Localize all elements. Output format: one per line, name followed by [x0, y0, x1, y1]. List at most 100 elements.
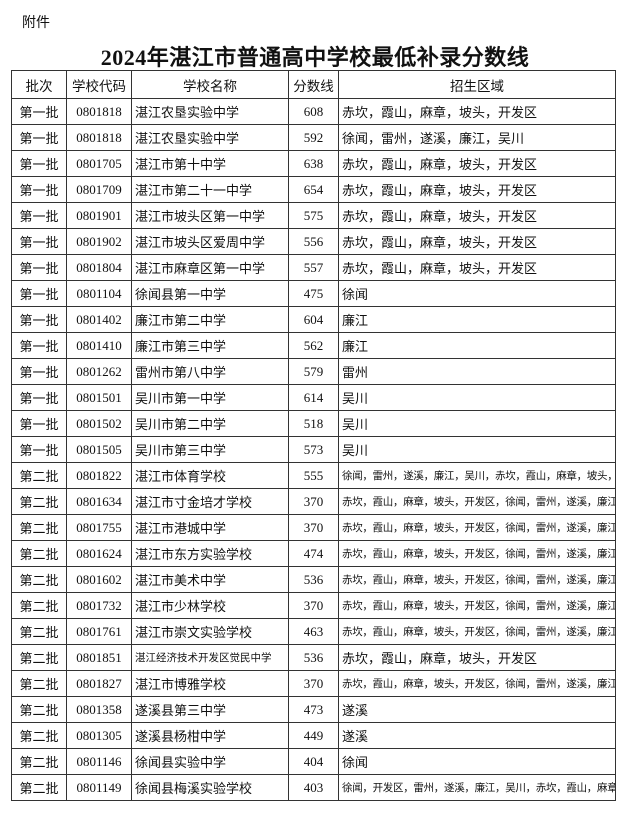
cell-area: 雷州: [338, 358, 616, 385]
cell-code: 0801822: [66, 462, 132, 489]
cell-code: 0801624: [66, 540, 132, 567]
cell-score: 579: [288, 358, 339, 385]
table-row: 第一批 0801104 徐闻县第一中学 475 徐闻: [11, 280, 616, 307]
cell-name: 湛江市第二十一中学: [131, 176, 289, 203]
cell-score: 556: [288, 228, 339, 255]
cell-batch: 第二批: [11, 644, 67, 671]
cell-name: 湛江市少林学校: [131, 592, 289, 619]
cell-code: 0801732: [66, 592, 132, 619]
table-row: 第二批 0801732 湛江市少林学校 370 赤坎，霞山，麻章，坡头，开发区，徐闻，雷…: [11, 592, 616, 619]
cell-area: 赤坎，霞山，麻章，坡头，开发区，徐闻，雷州，遂溪，廉江，吴川: [338, 514, 616, 541]
cell-batch: 第二批: [11, 774, 67, 801]
table-row: 第一批 0801818 湛江农垦实验中学 608 赤坎，霞山，麻章，坡头，开发区: [11, 98, 616, 125]
cell-batch: 第一批: [11, 150, 67, 177]
cell-score: 370: [288, 670, 339, 697]
cell-area: 廉江: [338, 306, 616, 333]
cell-name: 湛江市坡头区第一中学: [131, 202, 289, 229]
table-row: 第一批 0801902 湛江市坡头区爱周中学 556 赤坎，霞山，麻章，坡头，开发区: [11, 228, 616, 255]
cell-code: 0801602: [66, 566, 132, 593]
cell-code: 0801104: [66, 280, 132, 307]
cell-name: 湛江农垦实验中学: [131, 98, 289, 125]
cell-code: 0801262: [66, 358, 132, 385]
cell-name: 徐闻县实验中学: [131, 748, 289, 775]
cell-area: 徐闻: [338, 280, 616, 307]
cell-code: 0801901: [66, 202, 132, 229]
cell-score: 370: [288, 514, 339, 541]
cell-score: 573: [288, 436, 339, 463]
cell-score: 638: [288, 150, 339, 177]
cell-area: 吴川: [338, 436, 616, 463]
cell-code: 0801501: [66, 384, 132, 411]
score-table: 批次 学校代码 学校名称 分数线 招生区域 第一批 0801818 湛江农垦实验中学…: [11, 70, 616, 801]
cell-area: 赤坎，霞山，麻章，坡头，开发区: [338, 644, 616, 671]
table-row: 第一批 0801502 吴川市第二中学 518 吴川: [11, 410, 616, 437]
cell-code: 0801827: [66, 670, 132, 697]
cell-code: 0801755: [66, 514, 132, 541]
table-row: 第二批 0801634 湛江市寸金培才学校 370 赤坎，霞山，麻章，坡头，开发区，徐闻…: [11, 488, 616, 515]
table-row: 第一批 0801901 湛江市坡头区第一中学 575 赤坎，霞山，麻章，坡头，开发区: [11, 202, 616, 229]
table-row: 第二批 0801146 徐闻县实验中学 404 徐闻: [11, 748, 616, 775]
attachment-label: 附件: [22, 15, 50, 31]
cell-batch: 第一批: [11, 358, 67, 385]
table-row: 第一批 0801709 湛江市第二十一中学 654 赤坎，霞山，麻章，坡头，开发区: [11, 176, 616, 203]
cell-score: 614: [288, 384, 339, 411]
cell-name: 廉江市第二中学: [131, 306, 289, 333]
table-row: 第一批 0801818 湛江农垦实验中学 592 徐闻，雷州，遂溪，廉江，吴川: [11, 124, 616, 151]
table-row: 第二批 0801755 湛江市港城中学 370 赤坎，霞山，麻章，坡头，开发区，徐闻，雷…: [11, 514, 616, 541]
cell-code: 0801761: [66, 618, 132, 645]
cell-area: 赤坎，霞山，麻章，坡头，开发区，徐闻，雷州，遂溪，廉江，吴川: [338, 540, 616, 567]
cell-area: 徐闻，开发区，雷州，遂溪，廉江，吴川，赤坎，霞山，麻章，坡头: [338, 774, 616, 801]
table-row: 第二批 0801305 遂溪县杨柑中学 449 遂溪: [11, 722, 616, 749]
cell-score: 449: [288, 722, 339, 749]
cell-batch: 第二批: [11, 566, 67, 593]
cell-batch: 第二批: [11, 748, 67, 775]
cell-area: 赤坎，霞山，麻章，坡头，开发区: [338, 176, 616, 203]
cell-area: 赤坎，霞山，麻章，坡头，开发区，徐闻，雷州，遂溪，廉江，吴川: [338, 618, 616, 645]
cell-batch: 第一批: [11, 410, 67, 437]
cell-score: 475: [288, 280, 339, 307]
cell-name: 廉江市第三中学: [131, 332, 289, 359]
cell-score: 536: [288, 644, 339, 671]
cell-name: 湛江市博雅学校: [131, 670, 289, 697]
cell-name: 湛江市麻章区第一中学: [131, 254, 289, 281]
table-row: 第一批 0801262 雷州市第八中学 579 雷州: [11, 358, 616, 385]
cell-area: 赤坎，霞山，麻章，坡头，开发区，徐闻，雷州，遂溪，廉江，吴川: [338, 488, 616, 515]
cell-name: 湛江市东方实验学校: [131, 540, 289, 567]
cell-area: 廉江: [338, 332, 616, 359]
header-score: 分数线: [288, 70, 339, 99]
cell-code: 0801149: [66, 774, 132, 801]
cell-score: 536: [288, 566, 339, 593]
cell-batch: 第一批: [11, 280, 67, 307]
cell-score: 473: [288, 696, 339, 723]
header-area: 招生区域: [338, 70, 616, 99]
cell-batch: 第一批: [11, 436, 67, 463]
cell-batch: 第一批: [11, 202, 67, 229]
cell-name: 吴川市第二中学: [131, 410, 289, 437]
cell-score: 370: [288, 488, 339, 515]
cell-name: 徐闻县梅溪实验学校: [131, 774, 289, 801]
cell-area: 赤坎，霞山，麻章，坡头，开发区，徐闻，雷州，遂溪，廉江，吴川: [338, 566, 616, 593]
cell-name: 湛江经济技术开发区觉民中学: [131, 644, 289, 671]
cell-code: 0801709: [66, 176, 132, 203]
cell-area: 赤坎，霞山，麻章，坡头，开发区: [338, 98, 616, 125]
cell-batch: 第二批: [11, 462, 67, 489]
table-row: 第二批 0801358 遂溪县第三中学 473 遂溪: [11, 696, 616, 723]
table-row: 第二批 0801851 湛江经济技术开发区觉民中学 536 赤坎，霞山，麻章，坡头，开发…: [11, 644, 616, 671]
table-row: 第二批 0801822 湛江市体育学校 555 徐闻，雷州，遂溪，廉江，吴川，赤坎，霞山…: [11, 462, 616, 489]
cell-code: 0801818: [66, 124, 132, 151]
cell-code: 0801402: [66, 306, 132, 333]
table-row: 第一批 0801402 廉江市第二中学 604 廉江: [11, 306, 616, 333]
cell-score: 474: [288, 540, 339, 567]
table-header-row: 批次 学校代码 学校名称 分数线 招生区域: [11, 70, 616, 99]
cell-code: 0801804: [66, 254, 132, 281]
cell-area: 吴川: [338, 384, 616, 411]
table-row: 第一批 0801505 吴川市第三中学 573 吴川: [11, 436, 616, 463]
cell-area: 赤坎，霞山，麻章，坡头，开发区: [338, 150, 616, 177]
cell-code: 0801502: [66, 410, 132, 437]
cell-area: 遂溪: [338, 722, 616, 749]
cell-code: 0801902: [66, 228, 132, 255]
cell-area: 赤坎，霞山，麻章，坡头，开发区: [338, 228, 616, 255]
page-title: 2024年湛江市普通高中学校最低补录分数线: [100, 45, 530, 70]
cell-area: 赤坎，霞山，麻章，坡头，开发区，徐闻，雷州，遂溪，廉江，吴川: [338, 670, 616, 697]
cell-score: 518: [288, 410, 339, 437]
